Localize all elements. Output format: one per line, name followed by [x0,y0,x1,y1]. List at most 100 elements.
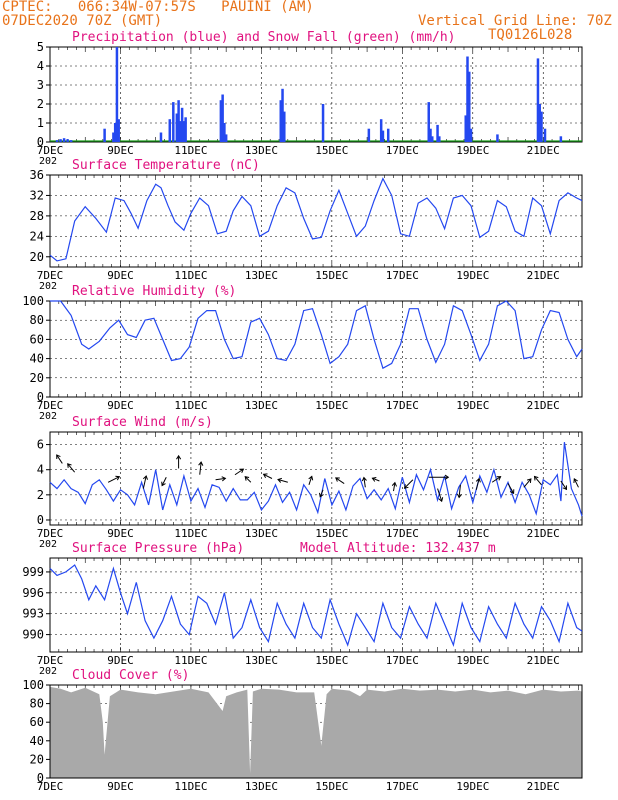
wind-vector [534,476,542,486]
precip-bar [431,136,434,142]
pressure-series-line [49,564,583,648]
cloud-ytick-label: 20 [30,752,44,766]
rh-ytick-label: 80 [30,313,44,327]
precip-xtick-label: 15DEC [315,144,348,157]
precip-bar [496,134,499,142]
cloud-cover-area [50,686,582,778]
rh-series-line [50,300,583,370]
rh-xtick-label: 17DEC [386,399,419,412]
precip-bar [469,128,473,142]
rh-ytick-label: 20 [30,371,44,385]
precip-bar [466,56,469,142]
rh-ytick-label: 100 [22,294,44,308]
temp-ytick-label: 24 [30,229,44,243]
cloud-frame-top [49,684,583,779]
wind-xtick-label: 7DEC [37,527,64,540]
temp-ytick-label: 36 [30,168,44,182]
wind-vector-head [67,463,72,468]
precip-bar [438,136,441,142]
cloud-ytick-label: 80 [30,697,44,711]
precip-bar [436,124,439,142]
wind-vector-head [262,473,268,478]
wind-vector [335,477,345,484]
precip-xtick-label: 9DEC [107,144,134,157]
wind-vector-head [142,475,148,480]
precip-bar [180,107,184,142]
precip-bar [538,104,541,142]
precip-title: Precipitation (blue) and Snow Fall (gree… [72,30,456,45]
pressure-xtick-label: 9DEC [107,654,134,667]
precip-bar [172,102,175,142]
wind-vector [523,478,532,488]
temp-frame [49,174,583,268]
temp-xtick-label: 9DEC [107,269,134,282]
wind-vector [308,476,313,485]
wind-vector [161,477,167,486]
cloud-xtick-label: 13DEC [245,780,278,793]
pressure-ytick-label: 990 [22,628,44,642]
wind-vector-head [391,481,397,487]
wind-vector-head [496,476,502,481]
wind-xtick-label: 19DEC [456,527,489,540]
cloud-ytick-label: 60 [30,715,44,729]
precip-xtick-label: 17DEC [386,144,419,157]
rh-ytick-label: 60 [30,332,44,346]
wind-vector [458,484,461,498]
pressure-title: Surface Pressure (hPa) [72,541,244,556]
precip-bar [429,128,432,142]
wind-vector [573,478,579,488]
precip-bar [379,119,383,142]
precip-bar [69,140,73,142]
precip-xtick-label: 19DEC [456,144,489,157]
precip-xtick-label: 7DEC [37,144,64,157]
wind-vector [107,476,120,483]
precip-bar [224,134,228,142]
pressure-xtick-label: 17DEC [386,654,419,667]
wind-vector [199,462,202,475]
wind-vector-head [198,461,204,466]
precip-bar [540,111,543,142]
cloud-xtick-label: 7DEC [37,780,64,793]
cloud-xtick-label: 9DEC [107,780,134,793]
precip-bar [367,128,371,142]
wind-vector [67,463,76,473]
precip-xtick-label: 21DEC [527,144,560,157]
wind-vector [475,478,480,490]
wind-vector-head [176,454,182,460]
wind-year-label: 202 [39,539,57,550]
cloud-title: Cloud Cover (%) [72,668,189,683]
precip-bar [55,140,59,142]
pressure-xtick-label: 13DEC [245,654,278,667]
precip-bar [112,132,115,142]
wind-vector [404,479,414,489]
pressure-xtick-label: 7DEC [37,654,64,667]
pressure-xtick-label: 21DEC [527,654,560,667]
precip-xtick-label: 11DEC [174,144,207,157]
precip-bar [115,47,119,142]
wind-xtick-label: 13DEC [245,527,278,540]
precip-bar [103,128,106,142]
precip-bar [113,123,117,142]
run-date: 07DEC2020 70Z (GMT) [2,13,163,29]
precip-ytick-label: 2 [37,97,44,111]
wind-xtick-label: 17DEC [386,527,419,540]
wind-vector-head [438,497,444,503]
wind-vector-head [161,481,166,487]
precip-bar [464,115,467,142]
temp-xtick-label: 15DEC [315,269,348,282]
temp-xtick-label: 7DEC [37,269,64,282]
wind-vector [277,478,288,483]
wind-vector [319,489,324,497]
wind-series-line [49,442,583,517]
pressure-year-label: 202 [39,666,57,677]
precip-bar [117,119,120,142]
wind-vector-head [562,485,568,491]
precip-bar [159,132,163,142]
cloud-ytick-label: 0 [37,771,44,785]
temp-xtick-label: 21DEC [527,269,560,282]
rh-ytick-label: 0 [37,390,44,404]
pressure-xtick-label: 15DEC [315,654,348,667]
temp-xtick-label: 13DEC [245,269,278,282]
pressure-ytick-label: 999 [22,565,44,579]
temp-ytick-label: 32 [30,188,44,202]
